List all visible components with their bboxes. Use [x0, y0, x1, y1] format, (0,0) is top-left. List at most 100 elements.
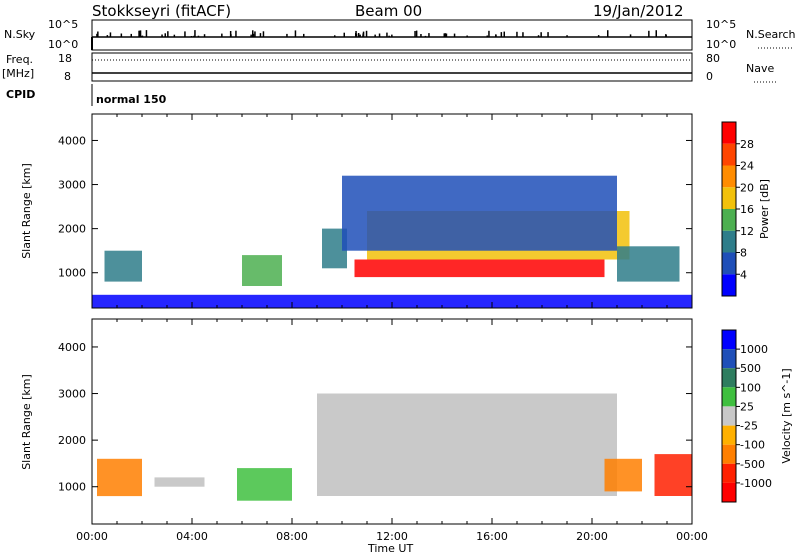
nsearch-spike	[540, 32, 542, 37]
x-tick-label: 00:00	[76, 530, 108, 543]
nsearch-spike	[252, 30, 254, 37]
nsearch-spike	[286, 33, 288, 37]
nsearch-spike	[252, 33, 255, 37]
nsearch-spike	[445, 33, 448, 37]
nsearch-spike	[235, 30, 237, 37]
power-colorbar: 4 8 12 16 20 24 28 Power [dB]	[721, 121, 771, 297]
y-tick-label: 3000	[58, 179, 86, 192]
nsearch-spike	[607, 30, 609, 37]
y-tick-label: 3000	[58, 388, 86, 401]
y-tick-label: 2000	[58, 434, 86, 447]
colorbar-tick-label: 1000	[740, 343, 768, 356]
nsearch-spike	[374, 34, 376, 37]
y-tick-label: 2000	[58, 223, 86, 236]
nsearch-spike	[566, 35, 568, 37]
nsearch-spike	[145, 30, 148, 37]
colorbar-swatch	[722, 143, 736, 166]
y-axis-label: Slant Range [km]	[20, 374, 33, 470]
nsearch-spike	[262, 31, 265, 37]
date-label: 19/Jan/2012	[593, 2, 684, 20]
colorbar-tick-label: 16	[740, 203, 754, 216]
colorbar-tick-label: -500	[740, 458, 765, 471]
freq-unit: [MHz]	[2, 67, 34, 80]
colorbar-tick-label: 500	[740, 362, 761, 375]
nsearch-spike	[388, 35, 390, 37]
nsearch-spike	[537, 35, 540, 37]
colorbar-frame	[721, 329, 737, 503]
nsearch-spike	[516, 31, 518, 37]
colorbar-tick-label: -1000	[740, 477, 772, 490]
nsearch-spike	[665, 34, 667, 37]
nsearch-spike	[173, 34, 176, 37]
station-title: Stokkseyri (fitACF)	[92, 2, 231, 20]
nsearch-spike	[359, 34, 361, 37]
nsky-strip: N.Sky 10^5 10^0 10^5 10^0 N.Search	[4, 18, 796, 51]
nsearch-spike	[303, 33, 305, 37]
x-tick-label: 12:00	[376, 530, 408, 543]
power-panel: 1000 2000 3000 4000 Slant Range [km]	[20, 113, 693, 309]
x-tick-label: 16:00	[476, 530, 508, 543]
nsearch-spike	[343, 32, 345, 37]
colorbar-tick-label: 24	[740, 160, 754, 173]
y-axis-label: Slant Range [km]	[20, 163, 33, 259]
nsearch-spike	[161, 34, 163, 37]
x-tick-label: 04:00	[176, 530, 208, 543]
y-tick-label: 1000	[58, 481, 86, 494]
scatter-region	[604, 458, 642, 492]
colorbar-tick-label: 25	[740, 400, 754, 413]
nsearch-spike	[453, 33, 456, 37]
colorbar-swatch	[722, 209, 736, 231]
colorbar-tick-label: 4	[740, 268, 747, 281]
scatter-region	[92, 294, 692, 308]
nsearch-spike	[334, 35, 336, 37]
nsearch-spike	[522, 32, 524, 37]
nsearch-spike	[197, 35, 200, 37]
nsearch-spike	[294, 30, 297, 37]
scatter-region	[237, 468, 292, 501]
nsearch-spike	[190, 36, 193, 37]
nsearch-spike	[109, 32, 112, 37]
nsearch-spike	[648, 30, 650, 37]
scatter-region	[104, 250, 142, 282]
scatter-region	[317, 393, 617, 496]
colorbar-swatch	[722, 187, 736, 210]
nsearch-spike	[96, 33, 98, 37]
nsearch-spike	[130, 33, 132, 37]
nsearch-spike	[355, 33, 358, 37]
nsearch-spike	[655, 30, 657, 37]
nsearch-spike	[106, 35, 109, 37]
colorbar-swatch	[722, 230, 736, 253]
freq-label: Freq.	[6, 53, 33, 66]
nsky-label: N.Sky	[4, 28, 36, 41]
colorbar-swatch	[722, 444, 736, 464]
colorbar-label: Velocity [m s^-1]	[780, 368, 793, 463]
nsearch-spike	[424, 35, 427, 37]
nsearch-spike	[250, 34, 252, 37]
nsearch-spike	[120, 33, 123, 37]
nsearch-spike	[97, 31, 99, 37]
velocity-panel: 1000 2000 3000 4000 Slant Range [km] 00:00 04:…	[20, 318, 708, 543]
colorbar-label: Power [dB]	[758, 179, 771, 239]
nsearch-spike	[229, 31, 232, 37]
nsky-lo: 10^0	[48, 38, 78, 51]
nsearch-spike	[597, 35, 600, 37]
nsearch-spike	[444, 33, 446, 37]
nsearch-spike	[500, 32, 503, 37]
nsearch-spike	[259, 33, 262, 37]
y-tick-label: 4000	[58, 341, 86, 354]
velocity-colorbar: 1000 500 100 25 -25 -100 -500 -1000 Velocity [m …	[721, 329, 793, 503]
nsearch-spike	[414, 31, 416, 37]
colorbar-swatch	[722, 368, 736, 388]
scatter-region	[97, 458, 142, 497]
nsearch-spike	[203, 34, 206, 37]
x-axis-label: Time UT	[367, 542, 413, 554]
nsearch-lo: 10^0	[706, 38, 736, 51]
freq-lo: 8	[64, 70, 71, 83]
nsearch-spike	[391, 34, 393, 37]
nsearch-hi: 10^5	[706, 18, 736, 31]
scatter-region	[354, 259, 605, 278]
scatter-region	[617, 246, 680, 282]
nave-lo: 0	[706, 70, 713, 83]
nsearch-spike	[138, 30, 140, 37]
nsearch-spike	[547, 32, 549, 37]
